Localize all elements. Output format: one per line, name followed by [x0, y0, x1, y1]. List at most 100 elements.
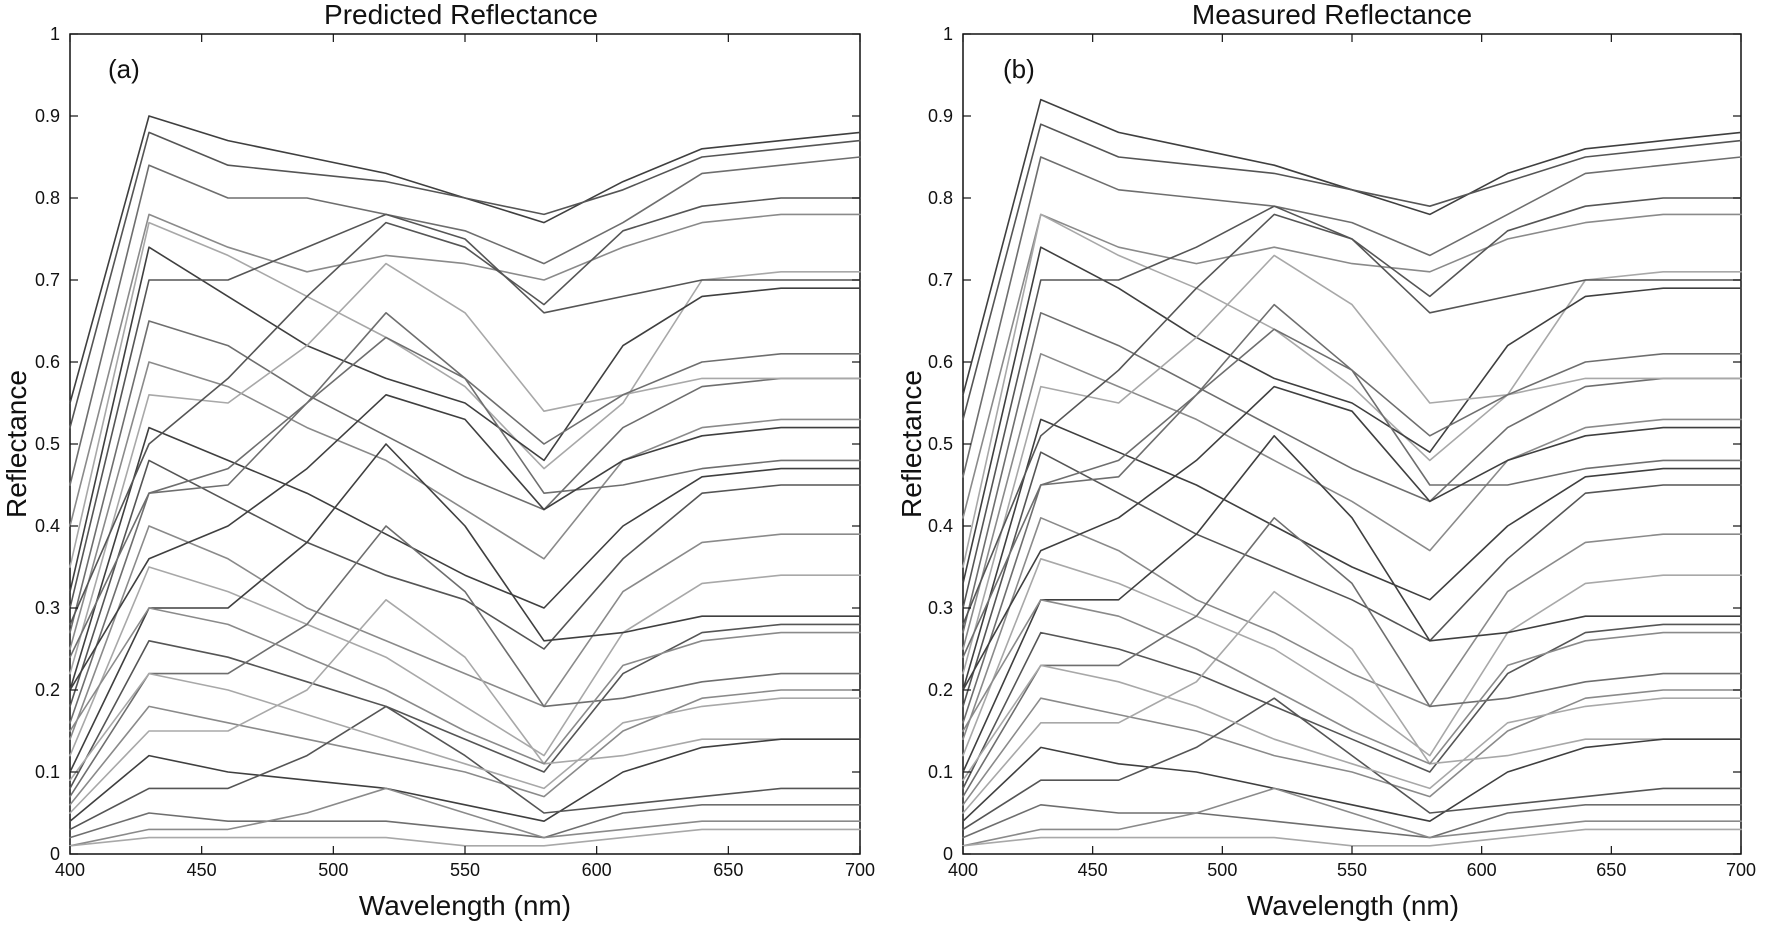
panel-b-series-line-14	[962, 516, 1742, 741]
panel-a-ytick-label-9: 0.8	[35, 188, 60, 208]
panel-b-ytick-label-7: 0.6	[928, 352, 953, 372]
panel-b-series-line-29	[962, 598, 1742, 765]
panel-a-xtick-label-1: 400	[55, 860, 85, 880]
panel-b-series-line-22	[962, 697, 1742, 831]
panel-b-series-line-5	[962, 213, 1742, 568]
panel-a-series-line-19	[69, 689, 861, 806]
panel-a-ytick-label-2: 0.1	[35, 762, 60, 782]
panel-b: Measured Reflectance 400 450 500 550 600 650 7…	[896, 0, 1756, 921]
panel-b-tag: (b)	[1003, 54, 1035, 84]
panel-a-xlabel: Wavelength (nm)	[359, 890, 571, 921]
panel-b-series-line-18	[962, 516, 1742, 798]
panel-b-series-line-26	[962, 385, 1742, 691]
panel-b-ytick-label-10: 0.9	[928, 106, 953, 126]
panel-a-series-group	[69, 115, 861, 847]
panel-a-ytick-label-7: 0.6	[35, 352, 60, 372]
panel-b-ytick-label-4: 0.3	[928, 598, 953, 618]
panel-b-ytick-label-8: 0.7	[928, 270, 953, 290]
panel-b-series-line-28	[962, 328, 1742, 659]
panel-b-series-line-21	[962, 738, 1742, 823]
panel-a-xtick-label-4: 550	[450, 860, 480, 880]
panel-b-xlabel: Wavelength (nm)	[1247, 890, 1459, 921]
panel-a-xtick-label-2: 450	[187, 860, 217, 880]
panel-a-ytick-label-5: 0.4	[35, 516, 60, 536]
panel-a-xtick-label-6: 650	[713, 860, 743, 880]
panel-a: Predicted Reflectance 400 450 500 550 600 650…	[1, 0, 875, 921]
panel-a-xtick-label-3: 500	[318, 860, 348, 880]
panel-b-plot-area: 400 450 500 550 600 650 700 0 0.1 0.2 0.3 0.4 0.5 0.6…	[928, 24, 1756, 880]
panel-b-xtick-label-7: 700	[1726, 860, 1756, 880]
panel-b-series-line-20	[962, 590, 1742, 814]
panel-a-series-line-5	[69, 221, 861, 568]
panel-a-series-line-28	[69, 336, 861, 659]
panel-a-xtick-label-7: 700	[845, 860, 875, 880]
panel-a-series-line-21	[69, 738, 861, 823]
panel-b-ytick-label-9: 0.8	[928, 188, 953, 208]
panel-a-series-line-11	[69, 426, 861, 691]
panel-b-series-line-4	[962, 213, 1742, 519]
panel-a-ytick-label-3: 0.2	[35, 680, 60, 700]
panel-a-series-line-3	[69, 156, 861, 486]
panel-a-ticks-group: 400 450 500 550 600 650 700 0 0.1 0.2 0.3 0.4 0.5 0.6…	[35, 24, 875, 880]
panel-a-series-line-18	[69, 525, 861, 798]
panel-a-series-line-29	[69, 607, 861, 765]
panel-a-series-line-2	[69, 131, 861, 429]
panel-b-series-line-17	[962, 623, 1742, 790]
panel-a-ylabel: Reflectance	[1, 370, 32, 518]
panel-b-xtick-label-6: 650	[1596, 860, 1626, 880]
panel-a-series-line-8	[69, 320, 861, 634]
panel-a-series-line-9	[69, 361, 861, 650]
panel-b-ytick-label-1: 0	[943, 844, 953, 864]
panel-a-series-line-17	[69, 623, 861, 790]
panel-a-series-line-26	[69, 393, 861, 691]
panel-b-ytick-label-3: 0.2	[928, 680, 953, 700]
panel-b-xtick-label-5: 600	[1467, 860, 1497, 880]
panel-a-series-line-4	[69, 213, 861, 527]
panel-b-xtick-label-3: 500	[1207, 860, 1237, 880]
panel-b-series-line-11	[962, 418, 1742, 691]
panel-b-ticks-group: 400 450 500 550 600 650 700 0 0.1 0.2 0.3 0.4 0.5 0.6…	[928, 24, 1756, 880]
panel-b-series-line-15	[962, 557, 1742, 757]
panel-a-title: Predicted Reflectance	[324, 0, 598, 30]
panel-b-series-line-30	[962, 664, 1742, 790]
panel-b-ylabel: Reflectance	[896, 370, 927, 518]
panel-b-series-line-23	[962, 803, 1742, 839]
panel-b-series-line-24	[962, 787, 1742, 847]
panel-a-xtick-label-5: 600	[582, 860, 612, 880]
panel-b-ytick-label-2: 0.1	[928, 762, 953, 782]
panel-b-xtick-label-1: 400	[948, 860, 978, 880]
panel-a-ytick-label-11: 1	[50, 24, 60, 44]
panel-b-series-line-25	[962, 828, 1742, 847]
panel-a-series-line-30	[69, 672, 861, 790]
panel-a-series-line-15	[69, 566, 861, 757]
panel-b-series-line-3	[962, 156, 1742, 478]
panel-b-xtick-label-4: 550	[1337, 860, 1367, 880]
panel-b-series-line-19	[962, 689, 1742, 806]
panel-a-series-line-16	[69, 443, 861, 773]
panel-a-ytick-label-4: 0.3	[35, 598, 60, 618]
panel-a-ytick-label-8: 0.7	[35, 270, 60, 290]
panel-b-series-line-16	[962, 434, 1742, 773]
panel-b-series-line-10	[962, 254, 1742, 675]
panel-a-series-line-20	[69, 598, 861, 814]
panel-a-series-line-24	[69, 787, 861, 847]
panel-b-title: Measured Reflectance	[1192, 0, 1472, 30]
panel-b-series-line-9	[962, 352, 1742, 650]
panel-a-ytick-label-6: 0.5	[35, 434, 60, 454]
panel-b-ytick-label-6: 0.5	[928, 434, 953, 454]
panel-a-series-line-23	[69, 803, 861, 839]
panel-b-ytick-label-11: 1	[943, 24, 953, 44]
panel-a-ytick-label-1: 0	[50, 844, 60, 864]
panel-a-ytick-label-10: 0.9	[35, 106, 60, 126]
panel-b-series-group	[962, 98, 1742, 847]
panel-a-tag: (a)	[108, 54, 140, 84]
panel-a-series-line-22	[69, 705, 861, 831]
panel-b-series-line-6	[962, 246, 1742, 585]
panel-b-ytick-label-5: 0.4	[928, 516, 953, 536]
panel-b-series-line-8	[962, 311, 1742, 634]
panel-b-series-line-2	[962, 123, 1742, 421]
panel-a-series-line-27	[69, 197, 861, 626]
panel-a-series-line-7	[69, 213, 861, 609]
panel-a-series-line-14	[69, 525, 861, 741]
